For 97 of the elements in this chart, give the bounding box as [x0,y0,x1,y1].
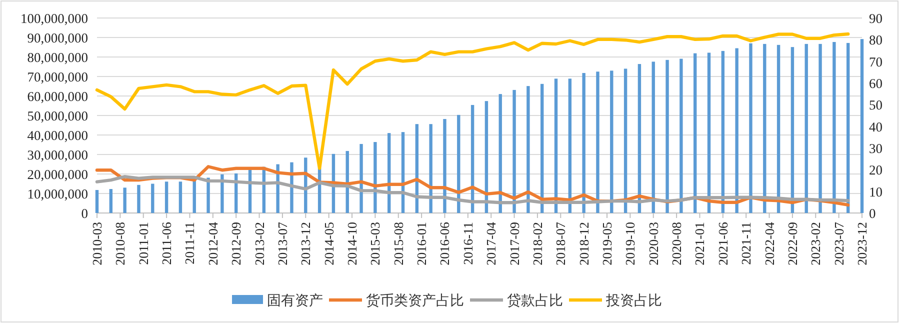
bar [429,124,432,213]
x-tick-label: 2016-11 [460,222,476,265]
x-tick-label: 2017-09 [506,222,522,266]
x-tick-label: 2013-07 [274,222,290,266]
y-tick-label: 70,000,000 [27,70,88,84]
bar [749,43,752,213]
bar [374,142,377,213]
x-tick-label: 2016-06 [437,222,452,266]
x-tick-label: 2022-04 [762,222,777,266]
x-tick-label: 2010-08 [112,222,128,266]
bar [512,90,516,213]
x-tick-label: 2018-02 [530,222,545,266]
y-tick-label: 30,000,000 [27,148,88,162]
y2-tick-label: 10 [869,184,883,200]
bar [818,44,822,213]
bar [109,189,113,213]
x-tick-label: 2011-11 [182,222,198,264]
y-tick-label: 0 [81,206,88,221]
bar [776,44,780,213]
x-tick-label: 2022-09 [784,222,800,266]
x-tick-label: 2019-10 [622,222,638,266]
x-tick-label: 2019-05 [600,222,614,266]
x-tick-label: 2020-03 [646,222,661,266]
x-tick-label: 2016-01 [414,222,430,266]
bar [846,42,850,213]
x-tick-label: 2010-03 [90,222,104,266]
bar [151,184,154,213]
bar [860,39,864,213]
y-tick-label: 80,000,000 [27,50,88,65]
bar [735,48,738,213]
y2-tick-label: 0 [869,206,876,221]
y-tick-label: 50,000,000 [27,108,88,124]
bar [680,58,683,213]
x-tick-label: 2018-07 [553,222,568,266]
line-series [95,175,850,204]
y2-tick-label: 20 [869,162,883,178]
x-tick-label: 2012-09 [228,222,244,266]
bar [95,190,99,213]
bar [693,53,697,213]
y2-tick-label: 90 [869,11,883,26]
bar [804,44,808,213]
bar [624,68,628,213]
bar [526,86,530,213]
bar [638,64,642,213]
bar [568,78,572,213]
bar [164,182,168,213]
bar [763,44,766,213]
x-tick-label: 2023-07 [831,222,846,266]
bar [652,62,655,213]
x-tick-label: 2020-08 [669,222,684,266]
bar [178,182,182,213]
x-tick-label: 2015-03 [368,222,383,266]
bar [721,50,725,213]
x-tick-label: 2021-06 [715,222,730,266]
x-tick-label: 2023-12 [854,222,870,266]
bar [666,60,669,213]
bar [220,174,224,213]
bar [582,72,586,213]
bar [123,188,126,213]
x-tick-label: 2013-02 [252,222,267,266]
y-tick-label: 40,000,000 [27,128,88,143]
bar [610,70,614,213]
x-tick-label: 2012-04 [205,222,220,266]
y-tick-label: 100,000,000 [20,11,88,26]
x-tick-label: 2023-02 [808,222,824,266]
x-tick-label: 2017-04 [484,222,499,266]
y2-tick-label: 50 [869,98,883,113]
x-tick-label: 2014-10 [344,222,360,266]
bar [206,178,210,213]
bar [707,52,711,213]
bar [443,119,446,213]
x-tick-label: 2021-01 [692,222,708,266]
y-tick-label: 10,000,000 [27,186,88,202]
x-tick-label: 2015-08 [390,222,406,266]
x-tick-label: 2011-01 [136,222,151,265]
x-tick-label: 2013-12 [298,222,314,266]
y2-tick-label: 70 [869,54,883,70]
x-tick-label: 2021-11 [738,222,754,265]
bar [137,184,140,213]
legend-label: 贷款占比 [507,293,563,309]
x-tick-label: 2018-12 [576,222,592,266]
x-tick-label: 2011-06 [159,222,174,265]
y-tick-label: 60,000,000 [27,89,88,104]
y2-tick-label: 80 [869,32,883,48]
bar [596,72,600,213]
y-tick-label: 90,000,000 [27,30,88,46]
legend-label: 货币类资产占比 [366,293,464,309]
bar [790,47,794,213]
y2-tick-label: 60 [869,76,883,91]
y2-tick-label: 40 [869,119,883,134]
bar [832,42,836,213]
x-tick-label: 2014-05 [321,222,336,266]
y-tick-label: 20,000,000 [27,167,88,182]
line-series [95,32,850,170]
legend-label: 投资占比 [605,293,662,309]
y2-tick-label: 30 [869,141,883,156]
legend-label: 固有资产 [267,293,323,309]
